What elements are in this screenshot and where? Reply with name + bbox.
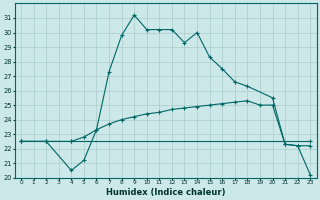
X-axis label: Humidex (Indice chaleur): Humidex (Indice chaleur) (106, 188, 225, 197)
